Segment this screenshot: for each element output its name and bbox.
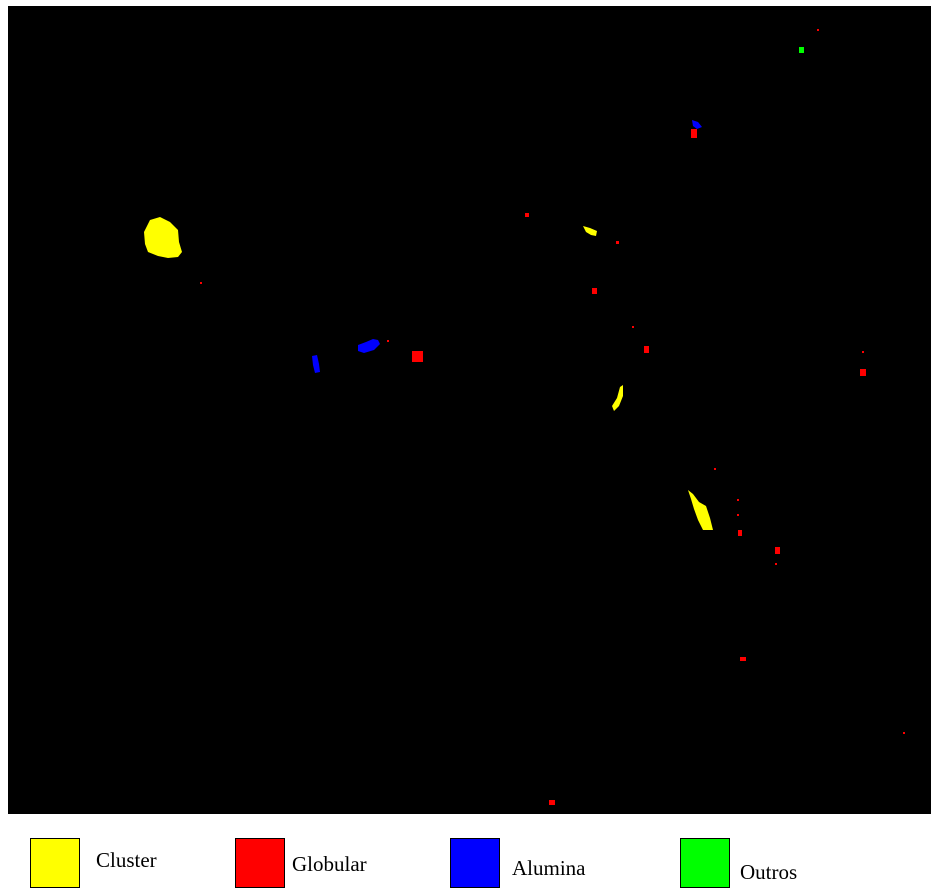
globular-particle [200,282,202,284]
cluster-particles [144,217,713,530]
globular-particle [775,547,780,554]
alumina-particle [312,355,320,373]
alumina-label: Alumina [512,856,586,880]
globular-particle [592,288,597,294]
outros-swatch [680,838,730,888]
globular-particle [862,351,864,353]
particle-map [144,29,905,805]
globular-particle [738,530,742,536]
cluster-swatch [30,838,80,888]
globular-particle [737,514,739,516]
globular-particle [903,732,905,734]
globular-particle [775,563,777,565]
globular-particle [817,29,819,31]
cluster-label: Cluster [96,848,157,872]
globular-particle [740,657,746,661]
cluster-particle [583,226,597,236]
globular-particle [616,241,619,244]
globular-particle [387,340,389,342]
globular-swatch [235,838,285,888]
alumina-particle [358,339,380,353]
globular-particles [200,29,905,805]
globular-particle [644,346,649,353]
outros-particles [799,47,804,53]
legend: Cluster Globular Alumina Outros [0,838,931,892]
outros-particle [799,47,804,53]
alumina-particles [312,120,702,373]
globular-particle [549,800,555,805]
alumina-swatch [450,838,500,888]
cluster-particle [612,385,623,411]
globular-particle [737,499,739,501]
globular-particle [412,351,423,362]
globular-label: Globular [292,852,367,876]
segmentation-image [8,6,931,814]
outros-label: Outros [740,860,798,884]
cluster-particle [688,490,713,530]
alumina-particle [692,120,702,129]
globular-particle [691,129,697,138]
globular-particle [860,369,866,376]
globular-particle [714,468,716,470]
globular-particle [632,326,634,328]
globular-particle [525,213,529,217]
cluster-particle [144,217,182,258]
